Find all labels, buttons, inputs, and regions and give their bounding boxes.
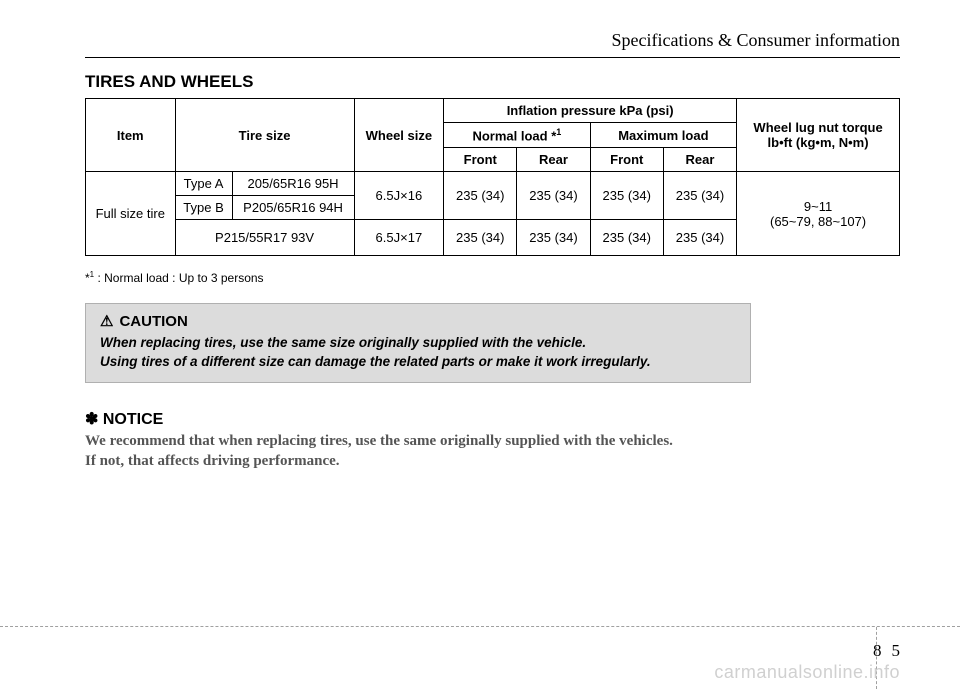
- caution-body: When replacing tires, use the same size …: [100, 334, 736, 372]
- footnote-text: : Normal load : Up to 3 persons: [94, 271, 263, 285]
- cell-torque-line2: (65~79, 88~107): [770, 214, 866, 229]
- cell-p16-mf: 235 (34): [590, 172, 663, 220]
- th-front: Front: [590, 148, 663, 172]
- caution-line2: Using tires of a different size can dama…: [100, 354, 651, 369]
- cell-p16-mr: 235 (34): [663, 172, 736, 220]
- th-max-load: Maximum load: [590, 123, 737, 148]
- table-header-row: Item Tire size Wheel size Inflation pres…: [86, 99, 900, 123]
- th-normal-load-sup: 1: [556, 127, 561, 137]
- cell-typeB-tire: P205/65R16 94H: [232, 196, 354, 220]
- cell-wheel16: 6.5J×16: [354, 172, 444, 220]
- th-rear: Rear: [663, 148, 736, 172]
- caution-box: ⚠ CAUTION When replacing tires, use the …: [85, 303, 751, 383]
- notice-bullet: ✽: [85, 411, 98, 428]
- cell-p16-nr: 235 (34): [517, 172, 590, 220]
- th-item: Item: [86, 99, 176, 172]
- running-header: Specifications & Consumer information: [85, 30, 900, 51]
- caution-head: ⚠ CAUTION: [100, 312, 736, 330]
- cell-p17-mr: 235 (34): [663, 220, 736, 256]
- page-num-left: 8: [873, 641, 882, 661]
- th-normal-load-text: Normal load *: [472, 128, 556, 143]
- notice-body: We recommend that when replacing tires, …: [85, 431, 900, 472]
- caution-label: CAUTION: [119, 313, 187, 330]
- th-front: Front: [444, 148, 517, 172]
- cell-full-size: Full size tire: [86, 172, 176, 256]
- cell-torque-line1: 9~11: [804, 199, 832, 214]
- cell-wheel17: 6.5J×17: [354, 220, 444, 256]
- watermark: carmanualsonline.info: [714, 662, 900, 683]
- th-inflation: Inflation pressure kPa (psi): [444, 99, 737, 123]
- notice-line1: We recommend that when replacing tires, …: [85, 433, 673, 449]
- cell-tire17: P215/55R17 93V: [175, 220, 354, 256]
- cell-p17-nf: 235 (34): [444, 220, 517, 256]
- th-torque-line2: lb•ft (kg•m, N•m): [768, 135, 869, 150]
- page-number: 8 5: [873, 641, 900, 661]
- cell-typeA-label: Type A: [175, 172, 232, 196]
- section-title: TIRES AND WHEELS: [85, 72, 900, 92]
- table-row: Full size tire Type A 205/65R16 95H 6.5J…: [86, 172, 900, 196]
- footnote: *1 : Normal load : Up to 3 persons: [85, 270, 900, 285]
- cell-typeA-tire: 205/65R16 95H: [232, 172, 354, 196]
- cell-p17-mf: 235 (34): [590, 220, 663, 256]
- caution-line1: When replacing tires, use the same size …: [100, 335, 586, 350]
- th-tire-size: Tire size: [175, 99, 354, 172]
- cell-torque: 9~11 (65~79, 88~107): [737, 172, 900, 256]
- th-rear: Rear: [517, 148, 590, 172]
- cell-p17-nr: 235 (34): [517, 220, 590, 256]
- tires-table: Item Tire size Wheel size Inflation pres…: [85, 98, 900, 256]
- notice-line2: If not, that affects driving performance…: [85, 453, 340, 469]
- page: Specifications & Consumer information TI…: [0, 0, 960, 689]
- th-normal-load: Normal load *1: [444, 123, 591, 148]
- header-rule: [85, 57, 900, 58]
- notice-label: NOTICE: [103, 411, 163, 428]
- notice-head: ✽ NOTICE: [85, 409, 900, 429]
- cell-p16-nf: 235 (34): [444, 172, 517, 220]
- th-torque: Wheel lug nut torque lb•ft (kg•m, N•m): [737, 99, 900, 172]
- page-num-right: 5: [892, 641, 901, 661]
- warning-icon: ⚠: [100, 312, 113, 330]
- th-torque-line1: Wheel lug nut torque: [753, 120, 882, 135]
- dashed-rule-bottom: [0, 626, 960, 627]
- cell-typeB-label: Type B: [175, 196, 232, 220]
- th-wheel-size: Wheel size: [354, 99, 444, 172]
